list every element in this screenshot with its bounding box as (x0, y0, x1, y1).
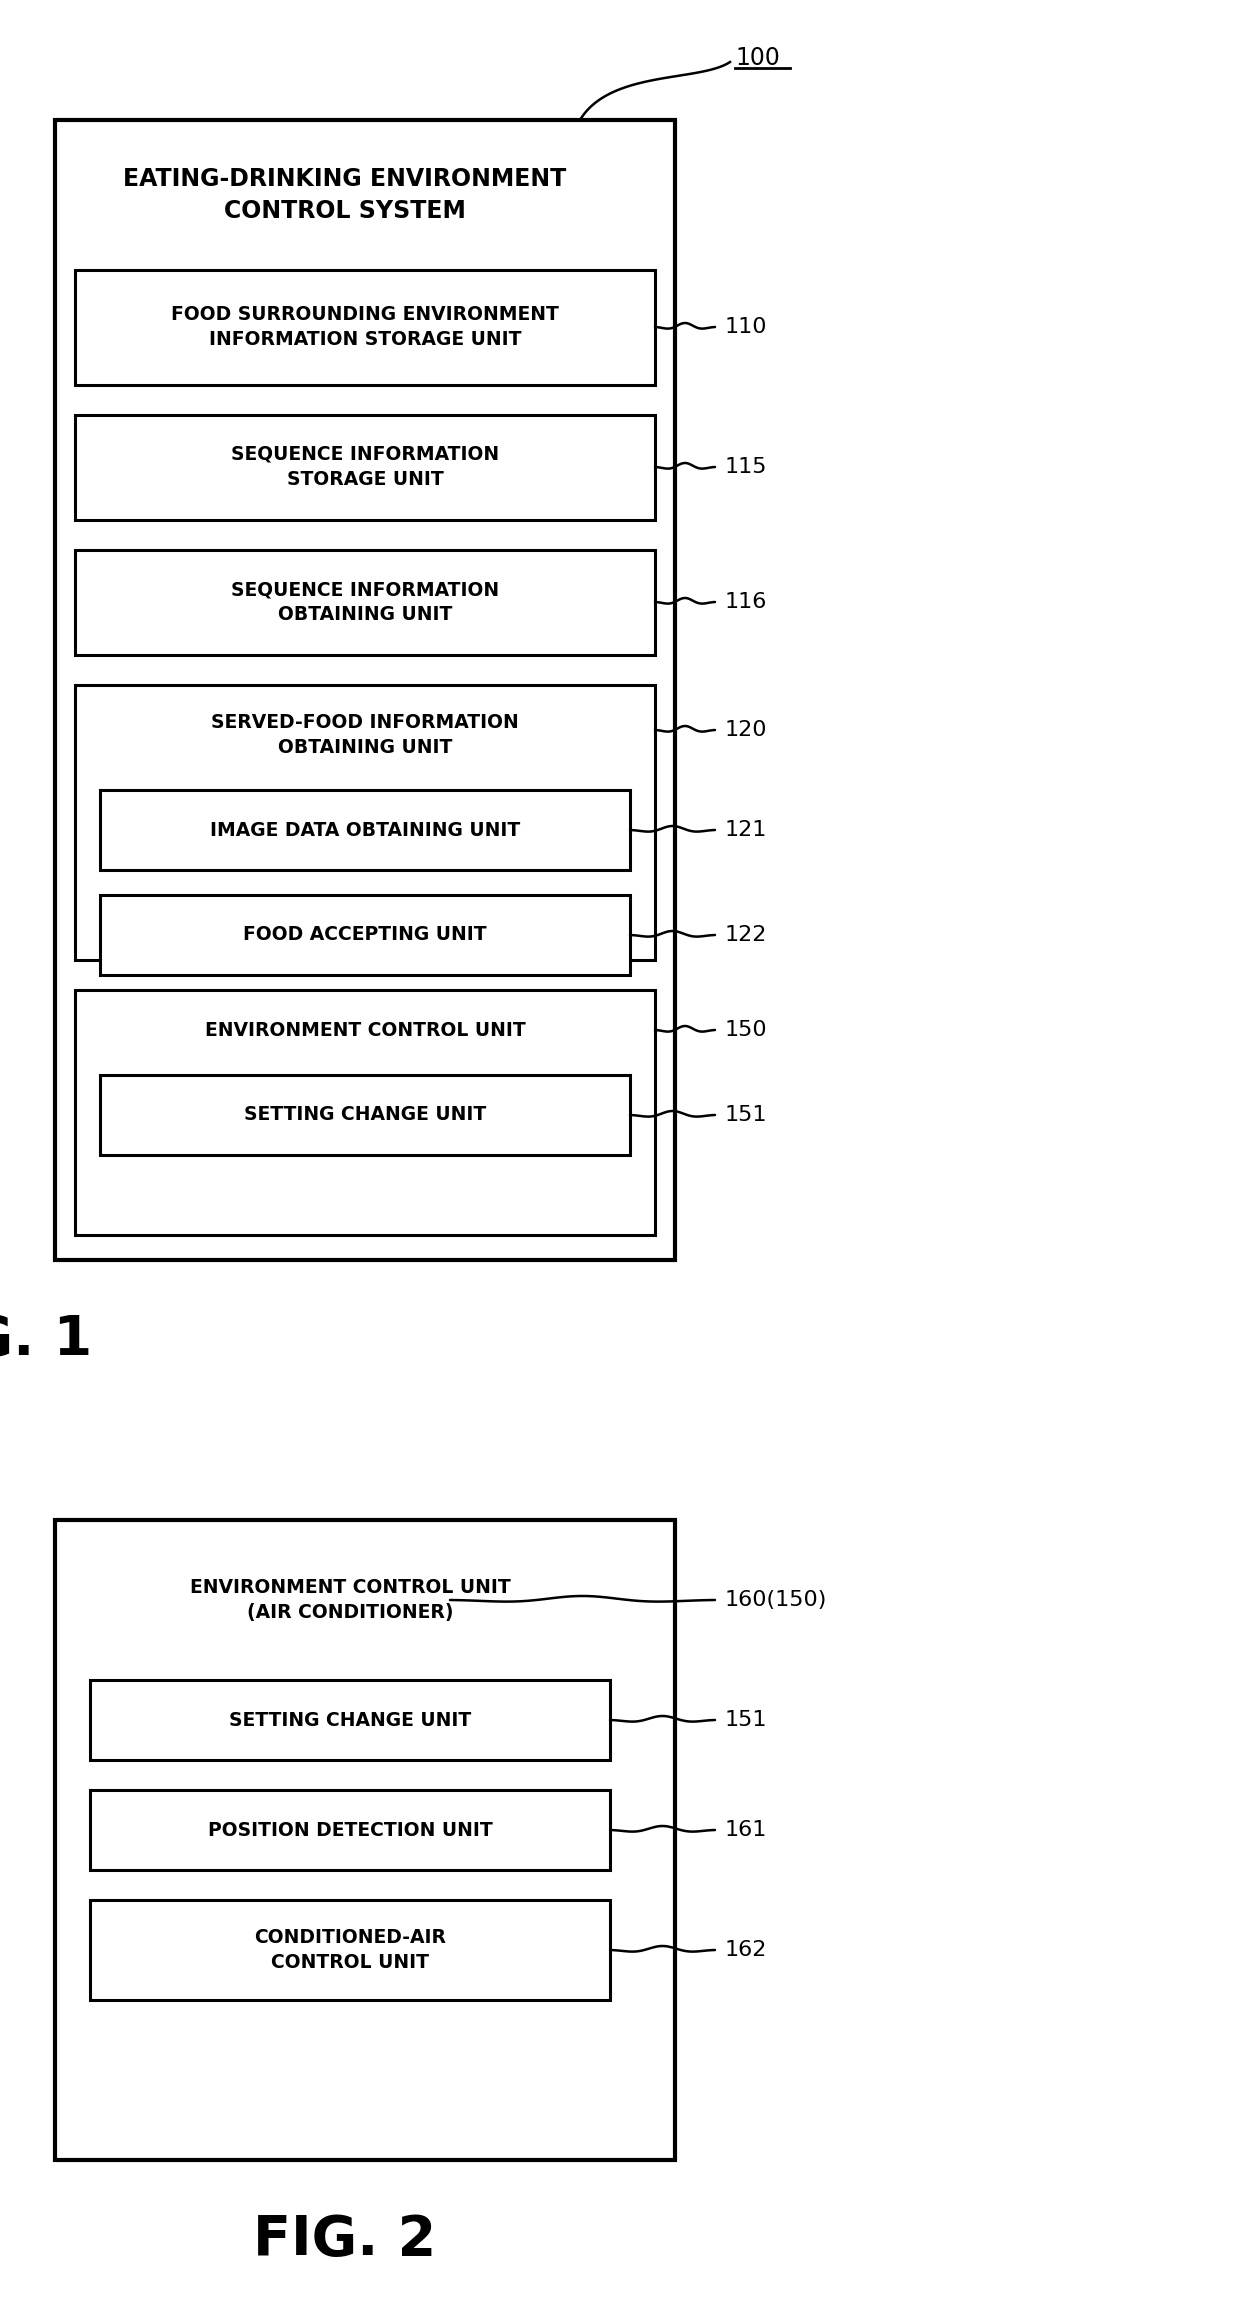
Bar (74, 550, 655, 655)
Text: POSITION DETECTION UNIT: POSITION DETECTION UNIT (207, 1820, 492, 1839)
Text: 150: 150 (725, 1019, 768, 1040)
Text: FIG. 1: FIG. 1 (0, 1312, 92, 1368)
Text: 100: 100 (735, 46, 780, 70)
Bar (100, 894, 630, 975)
Text: 151: 151 (725, 1105, 768, 1124)
Text: SEQUENCE INFORMATION
OBTAINING UNIT: SEQUENCE INFORMATION OBTAINING UNIT (231, 580, 498, 625)
Bar (91, 1790, 610, 1869)
Text: FIG. 2: FIG. 2 (253, 2213, 436, 2266)
Text: 116: 116 (725, 592, 768, 613)
Text: SERVED-FOOD INFORMATION
OBTAINING UNIT: SERVED-FOOD INFORMATION OBTAINING UNIT (211, 713, 518, 757)
Text: 115: 115 (725, 457, 768, 476)
Bar (74, 989, 655, 1235)
Text: 162: 162 (725, 1939, 768, 1960)
Text: 122: 122 (725, 924, 768, 945)
Text: EATING-DRINKING ENVIRONMENT
CONTROL SYSTEM: EATING-DRINKING ENVIRONMENT CONTROL SYST… (123, 167, 567, 223)
Bar (100, 789, 630, 871)
Text: 161: 161 (725, 1820, 768, 1839)
Text: 121: 121 (725, 820, 768, 841)
Bar (74, 269, 655, 385)
Text: SEQUENCE INFORMATION
STORAGE UNIT: SEQUENCE INFORMATION STORAGE UNIT (231, 446, 498, 490)
Bar (100, 1075, 630, 1154)
Text: FOOD ACCEPTING UNIT: FOOD ACCEPTING UNIT (243, 926, 487, 945)
Bar (74, 685, 655, 959)
Bar (55, 121, 675, 1261)
Text: SETTING CHANGE UNIT: SETTING CHANGE UNIT (229, 1711, 471, 1730)
Text: CONDITIONED-AIR
CONTROL UNIT: CONDITIONED-AIR CONTROL UNIT (254, 1927, 446, 1971)
Text: IMAGE DATA OBTAINING UNIT: IMAGE DATA OBTAINING UNIT (210, 820, 520, 841)
Bar (91, 1681, 610, 1760)
Text: 151: 151 (725, 1709, 768, 1730)
Bar (74, 416, 655, 520)
Text: ENVIRONMENT CONTROL UNIT
(AIR CONDITIONER): ENVIRONMENT CONTROL UNIT (AIR CONDITIONE… (190, 1579, 511, 1623)
Text: 160(150): 160(150) (725, 1591, 827, 1609)
Text: 110: 110 (725, 318, 768, 337)
Text: FOOD SURROUNDING ENVIRONMENT
INFORMATION STORAGE UNIT: FOOD SURROUNDING ENVIRONMENT INFORMATION… (171, 304, 559, 348)
Text: SETTING CHANGE UNIT: SETTING CHANGE UNIT (244, 1105, 486, 1124)
Text: 120: 120 (725, 720, 768, 741)
Bar (55, 1521, 675, 2159)
Text: ENVIRONMENT CONTROL UNIT: ENVIRONMENT CONTROL UNIT (205, 1019, 526, 1040)
Bar (91, 1899, 610, 1999)
